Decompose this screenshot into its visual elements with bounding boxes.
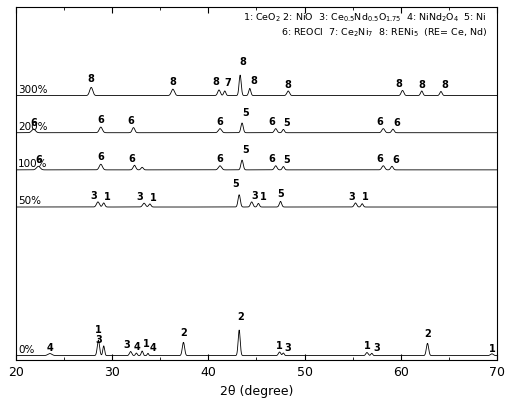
Text: 3: 3 bbox=[95, 334, 102, 344]
Text: 8: 8 bbox=[212, 77, 219, 87]
Text: 3: 3 bbox=[373, 342, 380, 352]
Text: 200%: 200% bbox=[18, 122, 48, 132]
Text: 6: 6 bbox=[97, 114, 104, 124]
Text: 100%: 100% bbox=[18, 159, 48, 169]
Text: 8: 8 bbox=[251, 76, 258, 86]
Text: 5: 5 bbox=[277, 188, 284, 198]
Text: 50%: 50% bbox=[18, 196, 41, 206]
Text: 6: 6 bbox=[376, 154, 383, 164]
Text: 8: 8 bbox=[88, 74, 95, 83]
Text: 3: 3 bbox=[123, 339, 130, 350]
X-axis label: 2θ (degree): 2θ (degree) bbox=[220, 384, 293, 396]
Text: 6: 6 bbox=[269, 117, 275, 127]
Text: 1: 1 bbox=[364, 340, 370, 350]
Text: 5: 5 bbox=[242, 108, 248, 118]
Text: 1: 1 bbox=[150, 192, 156, 202]
Text: 1: CeO$_2$ 2: NiO  3: Ce$_{0.5}$Nd$_{0.5}$O$_{1.75}$  4: NiNd$_2$O$_4$  5: Ni
6:: 1: CeO$_2$ 2: NiO 3: Ce$_{0.5}$Nd$_{0.5}… bbox=[243, 12, 487, 38]
Text: 8: 8 bbox=[418, 79, 425, 90]
Text: 6: 6 bbox=[392, 155, 399, 164]
Text: 4: 4 bbox=[149, 342, 156, 352]
Text: 5: 5 bbox=[242, 145, 248, 155]
Text: 6: 6 bbox=[269, 154, 275, 164]
Text: 1: 1 bbox=[260, 192, 267, 202]
Text: 6: 6 bbox=[216, 154, 223, 164]
Text: 2: 2 bbox=[180, 327, 187, 337]
Text: 8: 8 bbox=[441, 80, 448, 90]
Text: 5: 5 bbox=[232, 178, 239, 188]
Text: 1: 1 bbox=[362, 192, 369, 202]
Text: 1: 1 bbox=[104, 191, 110, 201]
Text: 6: 6 bbox=[97, 151, 104, 161]
Text: 6: 6 bbox=[128, 153, 135, 164]
Text: 8: 8 bbox=[285, 79, 291, 90]
Text: 0%: 0% bbox=[18, 344, 34, 354]
Text: 6: 6 bbox=[127, 116, 134, 126]
Text: 1: 1 bbox=[95, 325, 102, 335]
Text: 5: 5 bbox=[284, 155, 290, 165]
Text: 8: 8 bbox=[396, 79, 402, 89]
Text: 2: 2 bbox=[424, 328, 431, 338]
Text: 7: 7 bbox=[225, 78, 231, 88]
Text: 3: 3 bbox=[252, 190, 259, 200]
Text: 5: 5 bbox=[284, 118, 290, 128]
Text: 3: 3 bbox=[348, 191, 355, 201]
Text: 6: 6 bbox=[393, 117, 400, 128]
Text: 8: 8 bbox=[169, 77, 176, 87]
Text: 3: 3 bbox=[136, 192, 144, 201]
Text: 1: 1 bbox=[488, 343, 495, 353]
Text: 4: 4 bbox=[134, 341, 141, 351]
Text: 6: 6 bbox=[216, 117, 223, 127]
Text: 6: 6 bbox=[30, 117, 37, 128]
Text: 8: 8 bbox=[240, 57, 246, 67]
Text: 300%: 300% bbox=[18, 85, 48, 95]
Text: 1: 1 bbox=[143, 338, 149, 347]
Text: 1: 1 bbox=[276, 340, 283, 350]
Text: 6: 6 bbox=[35, 155, 42, 164]
Text: 6: 6 bbox=[376, 117, 383, 127]
Text: 2: 2 bbox=[238, 311, 245, 321]
Text: 3: 3 bbox=[90, 190, 97, 200]
Text: 3: 3 bbox=[285, 342, 291, 352]
Text: 4: 4 bbox=[47, 343, 53, 352]
